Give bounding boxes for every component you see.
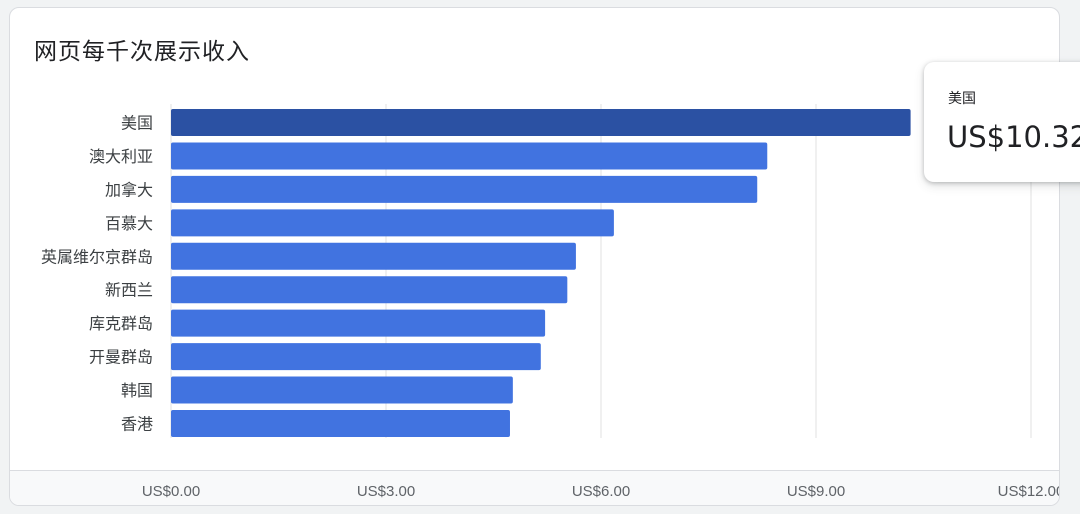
x-tick-label: US$9.00	[787, 483, 845, 500]
tooltip-value: US$10.32	[947, 120, 1080, 154]
bar[interactable]	[171, 209, 614, 237]
x-tick-label: US$6.00	[572, 483, 630, 500]
category-label: 美国	[121, 114, 153, 133]
bar[interactable]	[171, 175, 758, 203]
bar[interactable]	[171, 376, 513, 404]
category-label: 韩国	[121, 381, 153, 400]
bar[interactable]	[171, 142, 768, 170]
category-label: 加拿大	[105, 180, 153, 199]
category-label: 澳大利亚	[89, 147, 153, 166]
hover-tooltip: 美国 US$10.32	[924, 62, 1080, 182]
x-tick-label: US$0.00	[142, 483, 200, 500]
chart-card: 网页每千次展示收入 美国澳大利亚加拿大百慕大英属维尔京群岛新西兰库克群岛开曼群岛…	[9, 7, 1060, 506]
bar[interactable]	[171, 109, 911, 136]
category-label: 百慕大	[105, 214, 153, 233]
chart-title: 网页每千次展示收入	[34, 39, 250, 65]
category-label: 库克群岛	[89, 314, 153, 333]
x-axis-footer	[10, 470, 1059, 505]
bar[interactable]	[171, 409, 510, 437]
category-label: 开曼群岛	[89, 348, 153, 367]
x-tick-label: US$12.00	[998, 483, 1059, 500]
bar[interactable]	[171, 309, 546, 337]
tooltip-country-label: 美国	[948, 91, 976, 107]
bar[interactable]	[171, 242, 576, 270]
category-label: 新西兰	[105, 281, 153, 300]
bar[interactable]	[171, 276, 568, 304]
bar[interactable]	[171, 343, 541, 371]
category-label: 香港	[121, 414, 153, 433]
x-tick-label: US$3.00	[357, 483, 415, 500]
category-label: 英属维尔京群岛	[41, 247, 153, 266]
